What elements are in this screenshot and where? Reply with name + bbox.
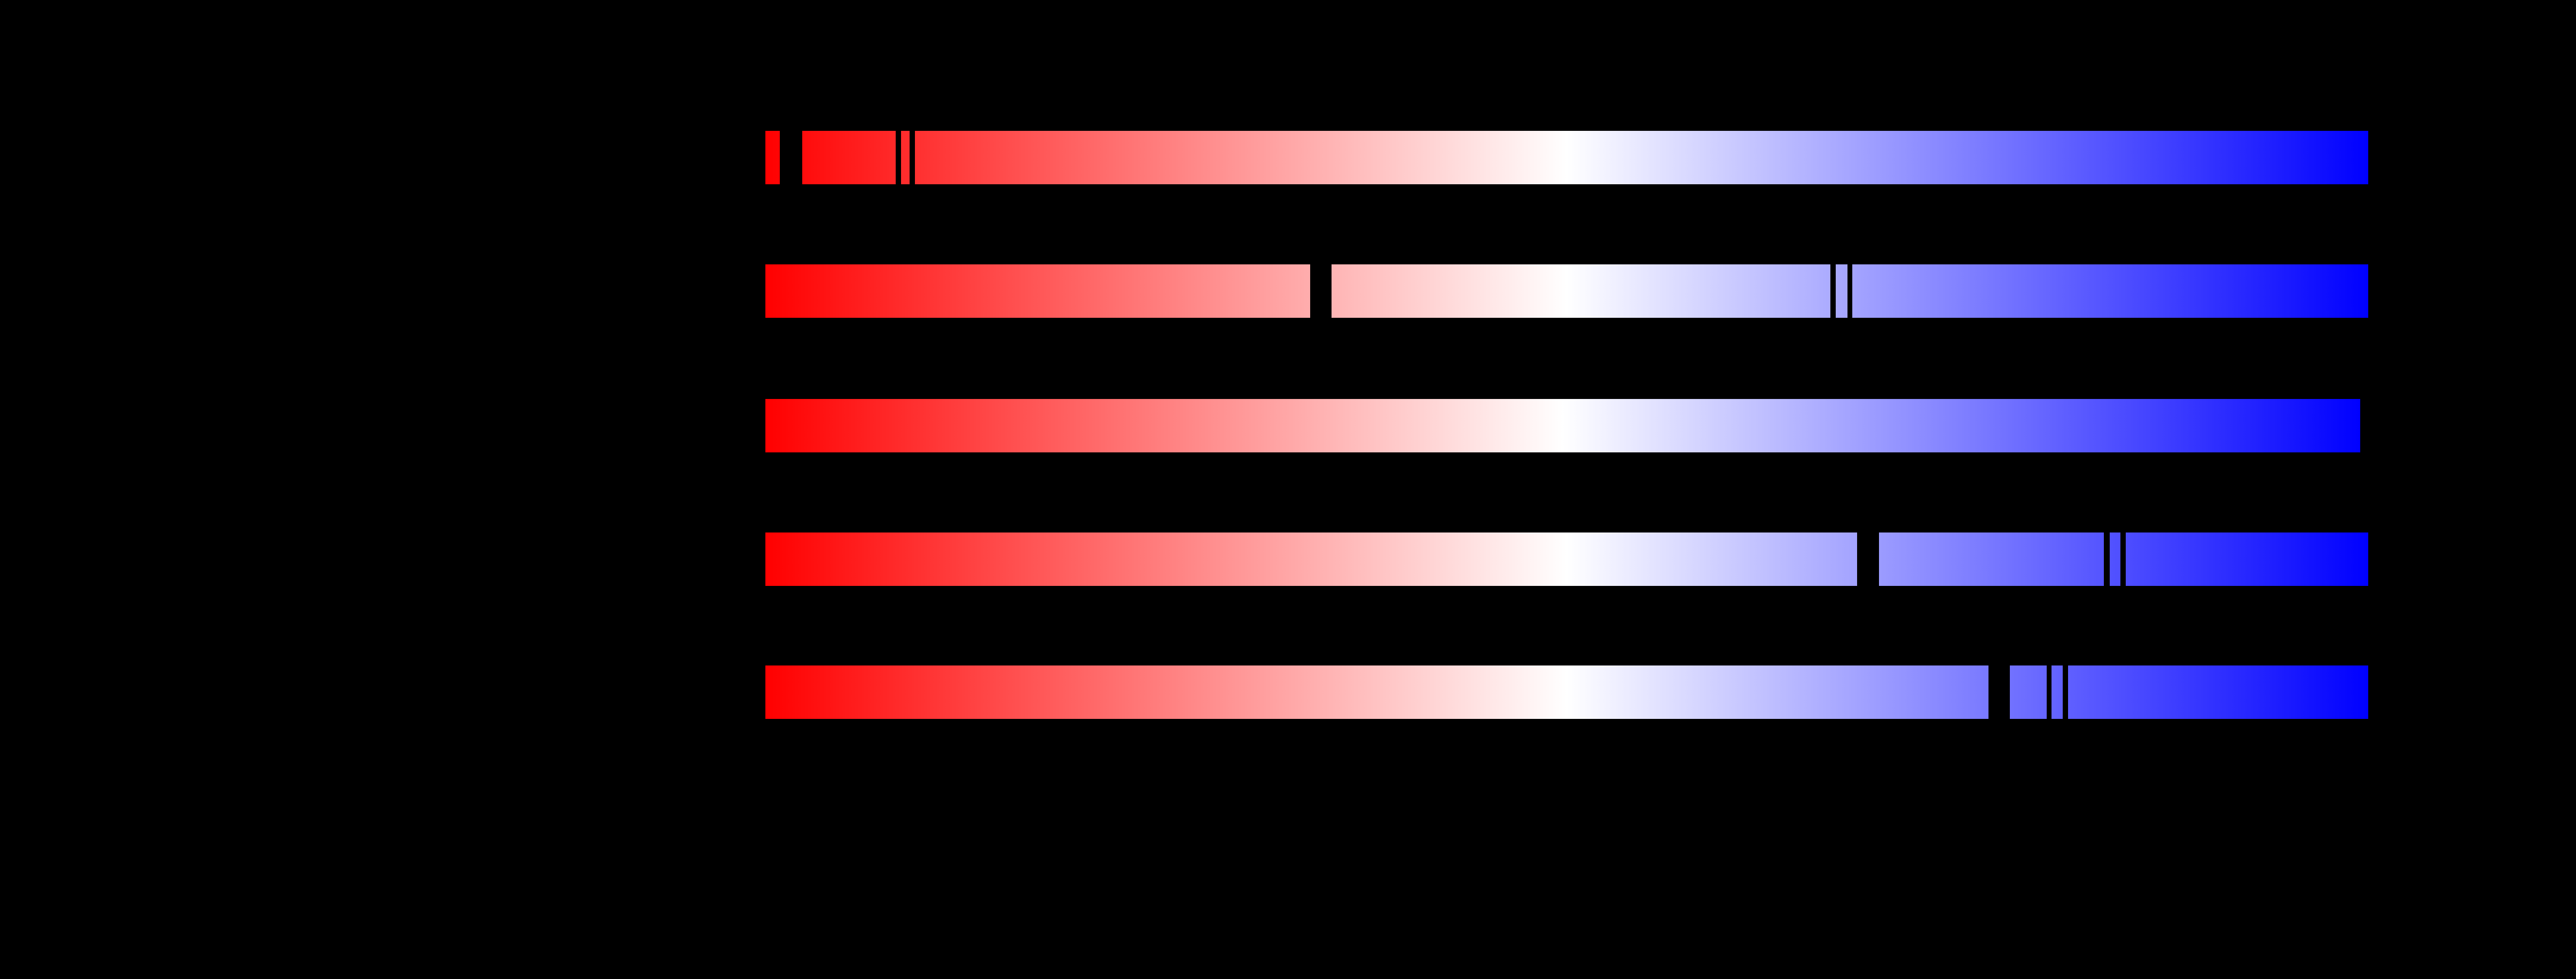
tick-mark <box>2063 665 2068 719</box>
tick-mark <box>2047 665 2052 719</box>
tick-cluster <box>780 131 802 184</box>
gradient-bar-4 <box>765 532 2368 586</box>
tick-mark <box>896 131 901 184</box>
gradient-bar-5 <box>765 665 2368 719</box>
tick-mark <box>1830 264 1836 318</box>
tick-cluster <box>1988 665 2010 719</box>
tick-cluster <box>1310 264 1332 318</box>
tick-mark <box>910 131 915 184</box>
tick-mark <box>2104 532 2110 586</box>
gradient-bar-1 <box>765 131 2368 184</box>
tick-cluster <box>1857 532 1879 586</box>
tick-mark <box>1847 264 1852 318</box>
gradient-bar-2 <box>765 264 2368 318</box>
gradient-bar-3 <box>765 399 2360 452</box>
tick-mark <box>2120 532 2126 586</box>
